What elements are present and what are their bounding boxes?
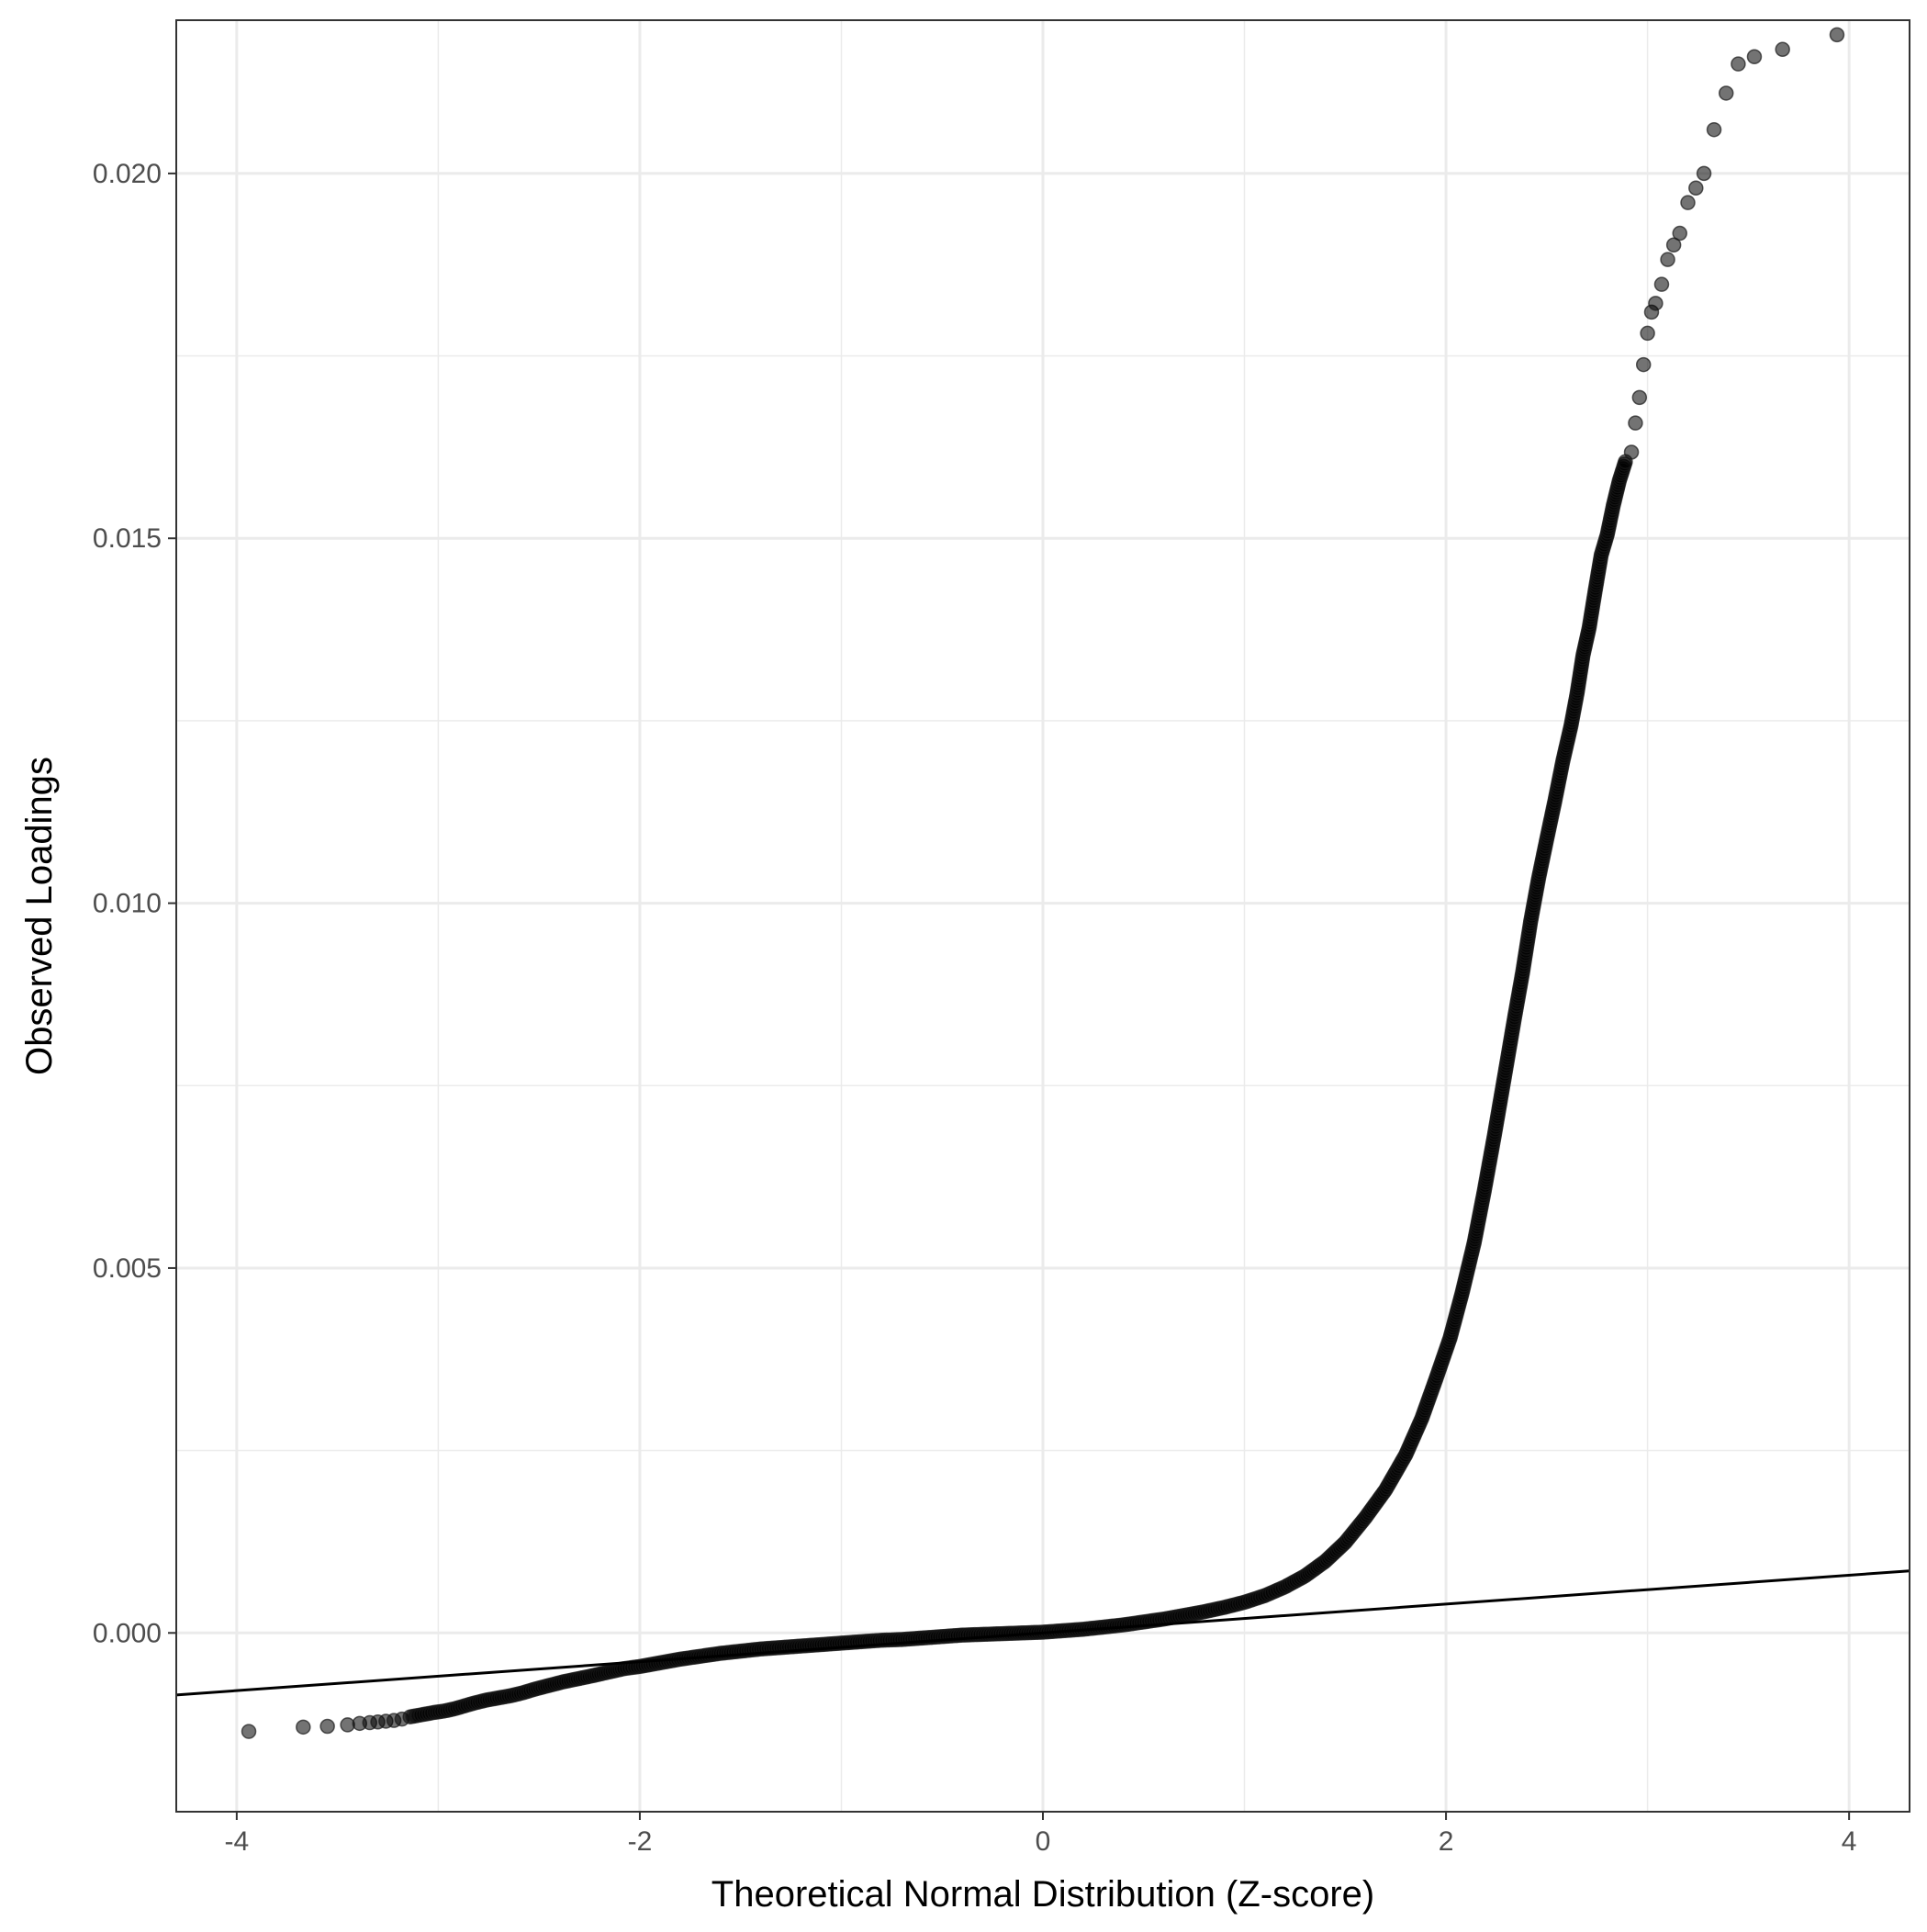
x-tick-label: 0 [1036,1826,1051,1857]
x-tick-label: 2 [1439,1826,1454,1857]
data-point [1775,41,1790,58]
data-point [1640,325,1655,342]
data-point [1665,237,1682,253]
x-tick-label: 4 [1842,1826,1857,1857]
reference-line [175,1569,1910,1697]
y-tick-label: 0.000 [93,1618,162,1648]
data-point [296,1719,311,1735]
data-point [1718,85,1734,101]
x-tick-label: -4 [225,1826,250,1857]
x-axis-ticks: -4 -2 0 2 4 [225,1812,1857,1857]
data-point [1631,389,1648,406]
y-tick-label: 0.015 [93,523,162,554]
x-axis-title: Theoretical Normal Distribution (Z-score… [711,1874,1374,1915]
y-axis-title: Observed Loadings [19,757,60,1075]
y-axis-ticks: 0.000 0.005 0.010 0.015 0.020 [93,159,176,1648]
data-point [1648,296,1664,311]
data-point [1680,195,1696,210]
y-tick-label: 0.010 [93,889,162,919]
data-point [1628,415,1643,431]
data-point [1672,225,1687,242]
data-point [1731,56,1746,72]
y-tick-label: 0.020 [93,159,162,189]
data-point [1660,252,1675,267]
data-point [1653,276,1670,292]
data-point [1635,356,1652,373]
data-point [1623,444,1640,460]
data-point [241,1724,257,1739]
reference-line-group [175,1569,1910,1697]
data-point [1706,121,1722,138]
data-point [319,1718,335,1735]
data-point [1746,49,1763,64]
x-tick-label: -2 [628,1826,653,1857]
y-tick-label: 0.005 [93,1253,162,1284]
data-point [1696,165,1712,182]
data-point [1829,27,1845,43]
data-points [241,27,1845,1739]
data-point [1688,180,1704,197]
